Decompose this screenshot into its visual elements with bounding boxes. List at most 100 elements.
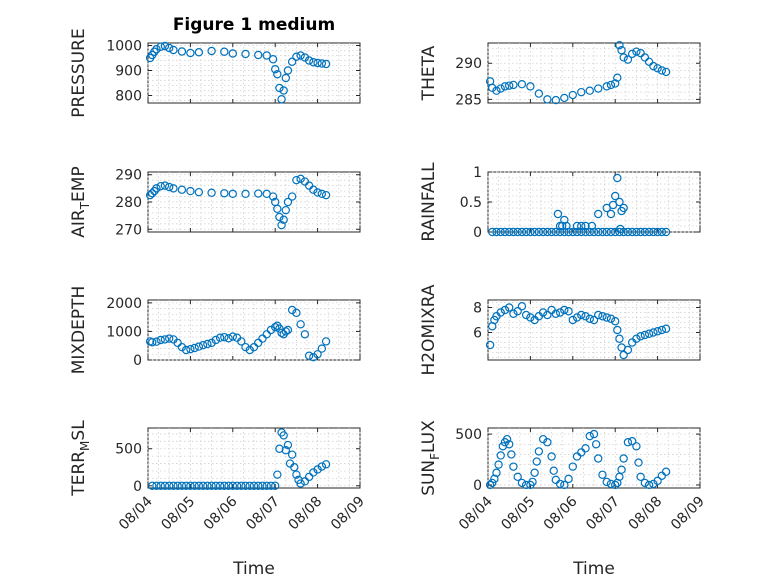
data-point — [215, 333, 225, 342]
y-tick-label: 0.5 — [460, 195, 482, 211]
data-point — [152, 184, 161, 193]
data-point — [517, 227, 527, 237]
data-point — [619, 203, 628, 213]
data-point — [581, 312, 590, 321]
data-point — [169, 45, 178, 55]
data-point — [287, 57, 297, 66]
data-point — [606, 479, 616, 489]
data-point — [190, 481, 199, 490]
data-point — [606, 227, 616, 237]
data-point — [156, 181, 165, 191]
data-point — [602, 82, 611, 91]
y-tick-label: 0 — [473, 225, 482, 241]
data-point — [277, 95, 286, 104]
data-point — [538, 308, 548, 317]
data-point — [551, 95, 561, 105]
data-point — [268, 192, 278, 201]
data-point — [173, 481, 182, 490]
data-point — [589, 429, 599, 439]
data-point — [653, 327, 662, 336]
data-point — [292, 470, 301, 479]
subplot-air-temp: 270 280 290 AIRTEMP — [69, 166, 361, 238]
data-point — [509, 227, 518, 237]
data-point — [644, 227, 654, 237]
data-point — [160, 335, 170, 344]
data-point — [317, 59, 327, 68]
data-point — [211, 335, 221, 345]
data-point — [281, 327, 290, 336]
data-points — [145, 174, 331, 230]
data-point — [611, 317, 620, 326]
data-point — [543, 227, 552, 237]
y-tick-label: 290 — [455, 56, 482, 72]
data-point — [585, 86, 594, 95]
data-point — [160, 481, 170, 490]
data-point — [245, 481, 254, 490]
data-point — [564, 474, 573, 484]
data-point — [594, 84, 603, 93]
subplot-sun-flux: 0 500 08/04 08/05 08/06 08/07 08/08 08/09 SUNFLU… — [419, 420, 708, 534]
y-tick-label: 0 — [133, 353, 142, 369]
data-point — [572, 221, 582, 231]
data-point — [228, 332, 237, 341]
data-point — [505, 440, 514, 449]
data-point — [585, 431, 594, 441]
data-point — [598, 470, 607, 479]
data-point — [653, 476, 662, 486]
x-tick-label: 08/06 — [541, 493, 581, 533]
data-point — [551, 309, 561, 318]
data-point — [553, 209, 563, 219]
x-tick-label: 08/09 — [668, 494, 708, 534]
data-point — [657, 325, 667, 335]
data-point — [177, 47, 187, 56]
data-point — [203, 481, 212, 490]
data-point — [613, 173, 622, 183]
data-point — [290, 463, 299, 472]
y-axis-label: PRESSURE — [69, 28, 89, 117]
data-point — [488, 227, 497, 237]
data-point — [517, 478, 527, 488]
data-point — [509, 462, 518, 471]
y-tick-label: 0 — [133, 479, 142, 495]
data-point — [505, 227, 514, 237]
data-point — [494, 460, 503, 469]
data-point — [296, 174, 305, 184]
data-point — [150, 47, 159, 56]
data-point — [526, 227, 535, 237]
data-point — [275, 83, 284, 93]
data-point — [160, 181, 170, 190]
data-point — [207, 338, 216, 348]
data-point — [321, 59, 331, 69]
data-point — [657, 227, 667, 237]
data-point — [309, 58, 318, 67]
data-point — [653, 227, 662, 237]
data-point — [488, 83, 497, 93]
data-point — [528, 477, 537, 487]
data-point — [530, 468, 539, 477]
data-point — [649, 328, 658, 337]
data-point — [287, 450, 297, 459]
data-points — [485, 302, 671, 360]
data-point — [296, 51, 305, 60]
data-point — [496, 451, 505, 460]
data-point — [160, 41, 170, 51]
data-point — [283, 440, 293, 450]
data-point — [313, 188, 322, 197]
data-point — [287, 305, 297, 315]
data-point — [640, 227, 650, 237]
data-point — [517, 302, 527, 311]
data-point — [661, 467, 671, 476]
data-point — [613, 73, 622, 82]
data-point — [521, 310, 531, 320]
data-point — [281, 446, 290, 455]
data-point — [513, 227, 522, 237]
data-point — [623, 438, 633, 447]
data-point — [619, 350, 628, 360]
data-point — [577, 87, 586, 97]
data-point — [296, 479, 305, 488]
data-point — [262, 51, 271, 60]
data-points — [148, 428, 331, 490]
data-point — [634, 458, 643, 467]
subplot-mixdepth: 0 1000 2000 MIXDEPTH — [69, 286, 361, 374]
